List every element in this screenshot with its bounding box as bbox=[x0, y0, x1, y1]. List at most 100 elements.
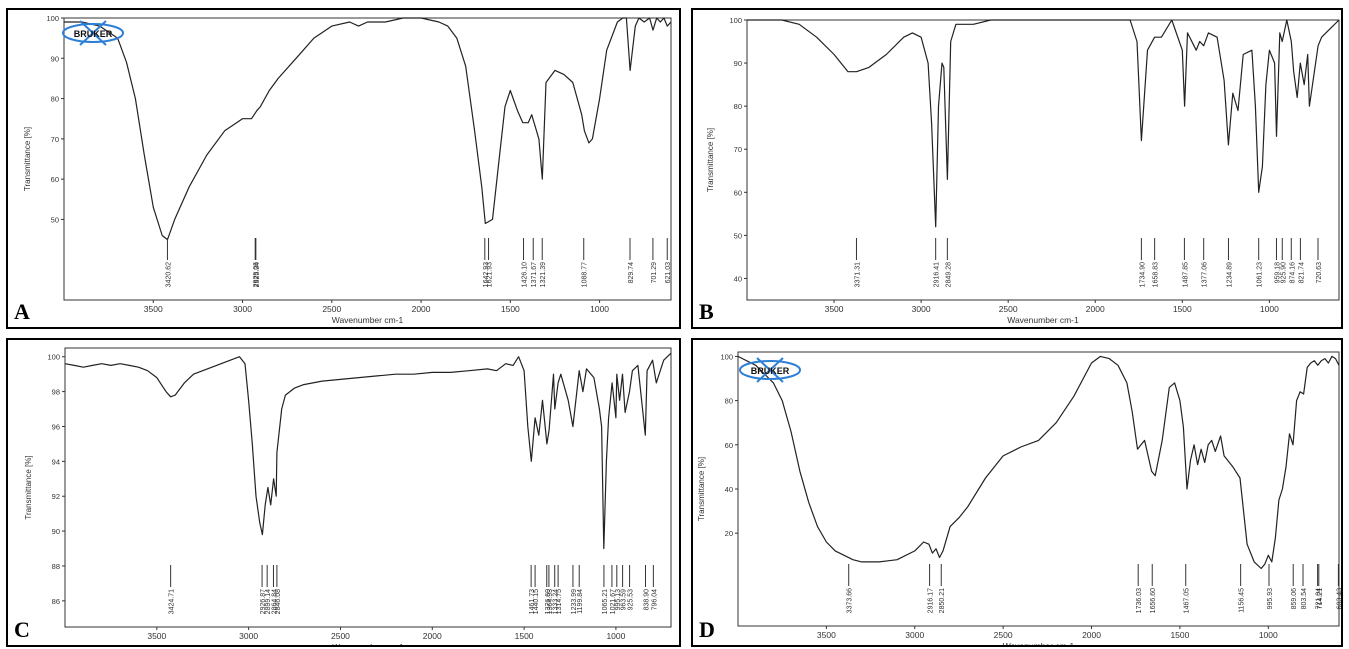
x-tick-label: 1500 bbox=[515, 631, 534, 641]
peak-label: 2899.14 bbox=[265, 589, 272, 614]
x-tick-label: 2000 bbox=[423, 631, 442, 641]
x-tick-label: 2500 bbox=[994, 630, 1013, 640]
peak-label: 3371.31 bbox=[854, 262, 861, 287]
bruker-logo-text: BRUKER bbox=[74, 29, 113, 39]
peak-label: 2850.21 bbox=[939, 588, 946, 613]
x-tick-label: 3500 bbox=[817, 630, 836, 640]
peak-label: 829.74 bbox=[628, 262, 635, 284]
peak-label: 1736.03 bbox=[1136, 588, 1143, 613]
bruker-logo-text: BRUKER bbox=[751, 366, 790, 376]
panel-letter: C bbox=[14, 617, 30, 642]
y-tick-label: 100 bbox=[729, 16, 742, 25]
peak-label: 2864.84 bbox=[271, 589, 278, 614]
x-tick-label: 1000 bbox=[606, 631, 625, 641]
y-tick-label: 90 bbox=[734, 59, 742, 68]
peak-label: 1364.93 bbox=[547, 589, 554, 614]
y-tick-label: 20 bbox=[725, 529, 733, 538]
y-axis-label: Transmittance [%] bbox=[706, 128, 715, 192]
y-tick-label: 40 bbox=[734, 274, 742, 283]
y-tick-label: 50 bbox=[51, 215, 59, 224]
x-axis-label: Wavenumber cm-1 bbox=[332, 642, 404, 645]
peak-label: 1371.67 bbox=[531, 262, 538, 287]
spectrum-line bbox=[64, 352, 672, 550]
x-axis-label: Wavenumber cm-1 bbox=[332, 315, 404, 325]
x-axis-label: Wavenumber cm-1 bbox=[1007, 315, 1079, 325]
x-tick-label: 3000 bbox=[905, 630, 924, 640]
x-tick-label: 3000 bbox=[233, 304, 252, 314]
y-tick-label: 80 bbox=[51, 95, 59, 104]
spectrum-chart-a: 3500 3000 2500 2000 1500 1000 50 60 70 80 90 100 Wav… bbox=[23, 14, 672, 325]
spectrum-chart-b: 3500 3000 2500 2000 1500 1000 40 50 60 70 80 90 100 W… bbox=[706, 16, 1340, 325]
y-tick-label: 86 bbox=[52, 597, 60, 606]
peak-label: 1734.90 bbox=[1139, 262, 1146, 287]
peak-label: 1088.77 bbox=[582, 262, 589, 287]
x-tick-label: 1000 bbox=[1260, 304, 1279, 314]
peak-label: 1321.39 bbox=[540, 262, 547, 287]
y-tick-label: 50 bbox=[734, 231, 742, 240]
peak-label: 2925.34 bbox=[254, 262, 261, 287]
y-tick-label: 100 bbox=[46, 14, 59, 23]
peak-label: 1021.67 bbox=[610, 589, 617, 614]
peak-label: 1156.45 bbox=[1239, 588, 1246, 613]
peak-label: 925.53 bbox=[628, 589, 635, 611]
spectrum-line bbox=[747, 19, 1340, 228]
x-tick-label: 2000 bbox=[412, 304, 431, 314]
peak-label: 2926.87 bbox=[260, 589, 267, 614]
x-tick-label: 2000 bbox=[1086, 304, 1105, 314]
peak-label: 1621.93 bbox=[487, 262, 494, 287]
y-tick-label: 96 bbox=[52, 422, 60, 431]
y-tick-label: 92 bbox=[52, 492, 60, 501]
peak-label: 1314.75 bbox=[556, 589, 563, 614]
x-tick-label: 1500 bbox=[501, 304, 520, 314]
peak-label: 1377.06 bbox=[1202, 262, 1209, 287]
peak-label: 3373.66 bbox=[847, 588, 854, 613]
peak-label: 925.90 bbox=[1280, 262, 1287, 284]
spectrum-chart-c: 3500 3000 2500 2000 1500 1000 86 88 90 92 94 96 98 10… bbox=[24, 347, 672, 645]
peak-label: 1467.05 bbox=[1184, 588, 1191, 613]
peak-label: 3424.71 bbox=[169, 589, 176, 614]
peak-label: 796.04 bbox=[651, 589, 658, 611]
peak-label: 1234.89 bbox=[1226, 262, 1233, 287]
peak-label: 2846.08 bbox=[275, 589, 282, 614]
y-tick-label: 60 bbox=[734, 188, 742, 197]
peak-label: 2916.17 bbox=[928, 588, 935, 613]
y-axis-label: Transmittance [%] bbox=[24, 455, 33, 519]
peak-label: 1333.24 bbox=[553, 589, 560, 614]
peak-label: 959.18 bbox=[1274, 262, 1281, 284]
plot-frame bbox=[746, 19, 1340, 301]
y-axis-label: Transmittance [%] bbox=[23, 127, 32, 191]
spectrum-line bbox=[64, 17, 672, 241]
peak-label: 1642.93 bbox=[483, 262, 490, 287]
peak-label: 1440.15 bbox=[533, 589, 540, 614]
peak-label: 1656.60 bbox=[1150, 588, 1157, 613]
y-tick-label: 70 bbox=[734, 145, 742, 154]
peak-label: 1487.85 bbox=[1182, 262, 1189, 287]
peak-label: 1658.83 bbox=[1153, 262, 1160, 287]
x-tick-label: 1000 bbox=[590, 304, 609, 314]
panel-letter: D bbox=[699, 617, 715, 642]
y-tick-label: 90 bbox=[52, 527, 60, 536]
x-tick-label: 1500 bbox=[1170, 630, 1189, 640]
peak-label: 803.54 bbox=[1301, 588, 1308, 610]
y-tick-label: 88 bbox=[52, 562, 60, 571]
peak-label: 1233.99 bbox=[571, 589, 578, 614]
peak-label: 995.93 bbox=[1267, 588, 1274, 610]
x-tick-label: 1000 bbox=[1259, 630, 1278, 640]
x-tick-label: 3000 bbox=[239, 631, 258, 641]
peak-label: 2916.41 bbox=[934, 262, 941, 287]
spectrum-line bbox=[737, 355, 1340, 570]
panel-letter: B bbox=[699, 299, 714, 324]
panel-b: 3500 3000 2500 2000 1500 1000 40 50 60 70 80 90 100 W… bbox=[691, 8, 1343, 329]
peak-label: 1065.21 bbox=[602, 589, 609, 614]
peak-label: 874.16 bbox=[1289, 262, 1296, 284]
spectrum-chart-d: 3500 3000 2500 2000 1500 1000 20 40 60 80 100 Waven… bbox=[697, 351, 1341, 645]
plot-frame bbox=[737, 351, 1340, 627]
panel-a: 3500 3000 2500 2000 1500 1000 50 60 70 80 90 100 Wav… bbox=[6, 8, 681, 329]
peak-label: 963.59 bbox=[621, 589, 628, 611]
y-tick-label: 40 bbox=[725, 485, 733, 494]
y-tick-label: 98 bbox=[52, 388, 60, 397]
x-tick-label: 3500 bbox=[144, 304, 163, 314]
peak-label: 621.03 bbox=[665, 262, 672, 284]
y-tick-label: 70 bbox=[51, 135, 59, 144]
x-tick-label: 2500 bbox=[331, 631, 350, 641]
